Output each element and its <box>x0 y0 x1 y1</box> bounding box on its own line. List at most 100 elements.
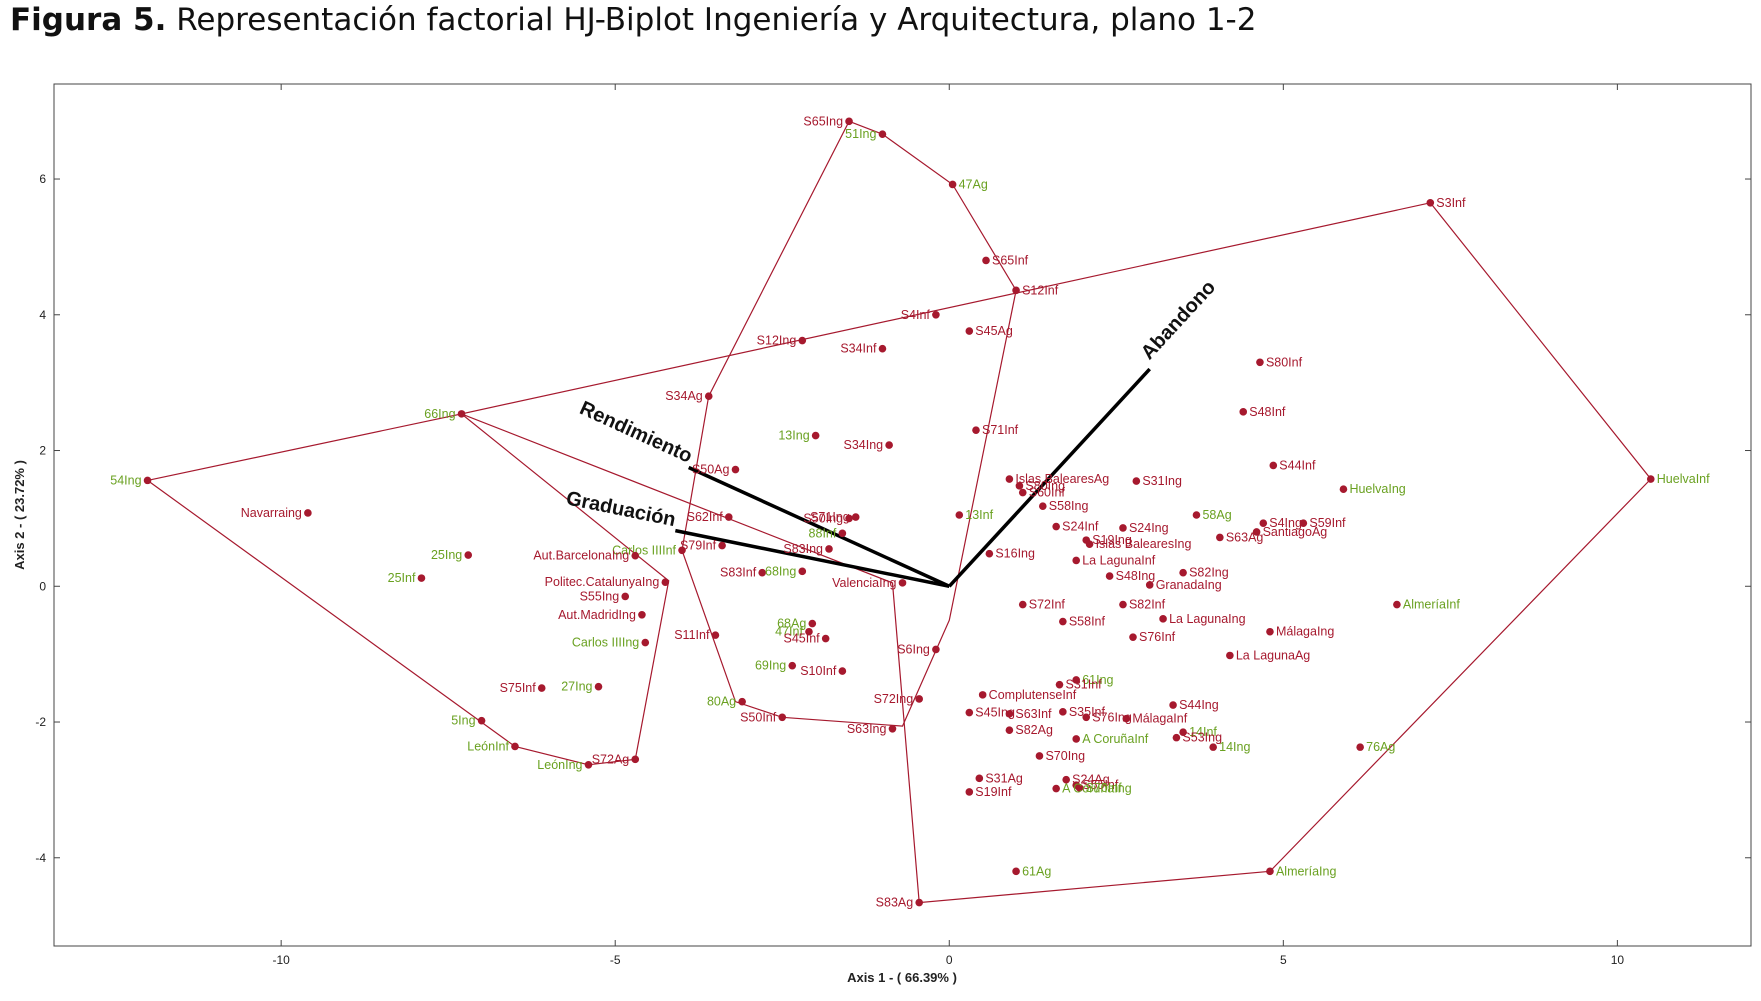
point-marker <box>631 551 640 560</box>
point-marker <box>1119 600 1127 609</box>
point-marker <box>704 392 713 401</box>
point-label: S53Ing <box>1182 731 1222 745</box>
point-label: S60Inf <box>1029 486 1066 500</box>
point-label: S16Ing <box>995 547 1035 561</box>
point-marker <box>718 541 726 550</box>
point-marker <box>661 578 670 586</box>
point-marker <box>631 755 640 764</box>
point-marker <box>417 574 426 582</box>
point-marker <box>845 514 853 523</box>
point-marker <box>1129 633 1137 641</box>
point-marker <box>798 336 807 345</box>
y-tick-label: 4 <box>39 308 46 322</box>
point-marker <box>731 465 740 474</box>
point-marker <box>888 725 897 733</box>
point-marker <box>1059 617 1067 626</box>
point-marker <box>1052 784 1060 793</box>
point-label: S79Inf <box>680 539 717 553</box>
x-axis-label: Axis 1 - ( 66.39% ) <box>847 970 957 985</box>
point-marker <box>1393 600 1401 609</box>
point-label: S50Inf <box>740 710 777 724</box>
point-label: S70Ing <box>1045 749 1085 763</box>
point-label: S34Ing <box>844 438 884 452</box>
point-label: ComplutenseInf <box>989 688 1077 702</box>
point-label: Aut.MadridIng <box>558 608 636 622</box>
point-label: S31Ing <box>1142 474 1182 488</box>
point-marker <box>641 638 650 647</box>
point-label: S72Ing <box>874 692 914 706</box>
point-label: S35Inf <box>1069 705 1106 719</box>
vector-abandono <box>947 367 1151 588</box>
point-label: S45Ing <box>975 706 1015 720</box>
point-label: S71Inf <box>982 423 1019 437</box>
point-label: S45Inf <box>784 632 821 646</box>
point-label: S82Ing <box>1189 566 1229 580</box>
point-marker <box>1039 502 1047 510</box>
point-label: 76Ag <box>1366 740 1395 754</box>
point-label: 27Ing <box>561 680 592 694</box>
point-marker <box>477 716 486 725</box>
x-tick-label: 5 <box>1280 953 1287 967</box>
point-label: S80Ing <box>1025 479 1065 493</box>
point-marker <box>1259 519 1268 527</box>
point-marker <box>1055 680 1064 689</box>
point-label: 61Ing <box>1082 673 1113 687</box>
point-marker <box>1072 735 1081 743</box>
point-label: 14Inf <box>1189 725 1217 739</box>
point-marker <box>1266 867 1274 876</box>
point-marker <box>1646 475 1655 483</box>
point-label: AlmeríaIng <box>1276 864 1336 878</box>
point-marker <box>932 310 940 319</box>
point-marker <box>738 697 746 706</box>
point-label: 47Ag <box>959 177 988 191</box>
point-marker <box>1172 733 1181 742</box>
point-marker <box>885 441 893 449</box>
point-label: S50Ing <box>803 511 843 525</box>
point-marker <box>1119 524 1127 532</box>
point-marker <box>811 431 820 440</box>
point-label: 51Ing <box>845 127 876 141</box>
point-marker <box>1072 676 1081 684</box>
point-label: S12Inf <box>1022 283 1059 297</box>
point-marker <box>838 529 847 538</box>
point-marker <box>1015 482 1024 490</box>
point-marker <box>1012 286 1020 295</box>
point-label: 61Ag <box>1022 864 1051 878</box>
point-label: S82Inf <box>1129 598 1166 612</box>
point-label: S34Inf <box>840 342 877 356</box>
point-marker <box>915 898 924 907</box>
point-marker <box>878 344 887 353</box>
point-label: S75Inf <box>500 681 537 695</box>
point-marker <box>638 610 646 619</box>
point-marker <box>594 682 603 691</box>
point-marker <box>932 645 940 654</box>
point-label: S19Inf <box>975 785 1012 799</box>
point-marker <box>1179 568 1187 577</box>
point-label: S62Inf <box>687 510 724 524</box>
y-axis-label: Axis 2 - ( 23.72% ) <box>12 460 27 570</box>
point-label: S10Inf <box>800 664 837 678</box>
point-label: S19Ing <box>1092 533 1132 547</box>
point-label: 25Inf <box>388 571 416 585</box>
vector-rendimiento <box>687 465 950 588</box>
point-label: S71Ing <box>810 510 850 524</box>
point-label: 13Ing <box>778 429 809 443</box>
point-label: S11Inf <box>674 628 710 642</box>
point-label: Islas BalearesAg <box>1015 472 1109 486</box>
x-tick-label: -5 <box>610 953 621 967</box>
point-label: La LagunaIng <box>1169 612 1246 626</box>
point-marker <box>1075 784 1084 792</box>
point-marker <box>711 631 720 639</box>
y-tick-label: -4 <box>35 851 46 865</box>
point-marker <box>1356 743 1364 751</box>
point-marker <box>511 742 519 751</box>
point-marker <box>1122 714 1131 723</box>
point-marker <box>878 130 887 139</box>
point-marker <box>1012 867 1020 876</box>
point-marker <box>898 579 907 587</box>
point-label: Politec.CatalunyaIng <box>545 575 660 589</box>
point-marker <box>457 410 466 418</box>
point-label: GranadaIng <box>1156 578 1222 592</box>
point-label: S45Ag <box>975 324 1013 338</box>
